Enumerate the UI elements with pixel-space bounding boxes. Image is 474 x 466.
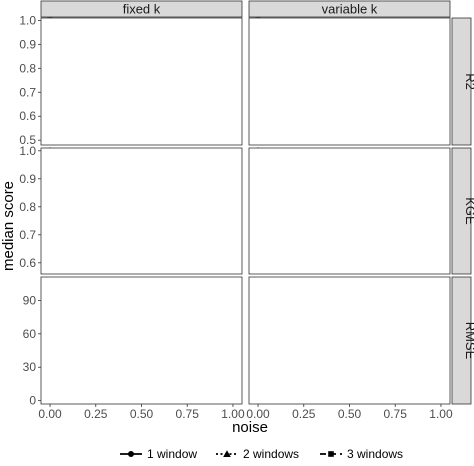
x-tick-label: 0.50 <box>338 407 362 421</box>
legend-label: 2 windows <box>243 447 299 461</box>
y-tick-label: 0.8 <box>19 61 36 75</box>
x-tick-label: 1.00 <box>221 407 245 421</box>
row-strip-rmse: RMSE <box>451 276 474 405</box>
panel-r2-1 <box>248 16 451 146</box>
legend-key-marker <box>328 451 334 457</box>
panel-border <box>248 276 451 405</box>
y-tick-label: 0.5 <box>19 133 36 147</box>
panel-kge-0 <box>40 147 243 275</box>
x-tick-label: 0.50 <box>130 407 154 421</box>
legend-item-1: 2 windows <box>216 447 299 461</box>
row-strip-label: KGE <box>463 197 474 225</box>
y-tick-label: 60 <box>23 327 37 341</box>
y-tick-label: 0.7 <box>19 85 36 99</box>
panel-border <box>248 17 451 146</box>
panel-rmse-1 <box>248 276 451 405</box>
y-tick-label: 0.8 <box>19 200 36 214</box>
y-tick-label: 0 <box>29 394 36 408</box>
row-strip-label: RMSE <box>463 322 474 360</box>
legend: 1 window 2 windows 3 windows <box>120 447 403 461</box>
y-tick-label: 0.9 <box>19 37 36 51</box>
y-tick-label: 0.6 <box>19 109 36 123</box>
x-tick-label: 0.25 <box>292 407 316 421</box>
column-strip-1: variable k <box>248 0 451 18</box>
column-strip-bg <box>248 0 451 18</box>
row-strip-label: R2 <box>463 73 474 90</box>
y-tick-label: 0.6 <box>19 256 36 270</box>
x-tick-label: 0.00 <box>246 407 270 421</box>
x-tick-label: 1.00 <box>429 407 453 421</box>
panel-kge-1 <box>248 147 451 275</box>
panel-border <box>40 17 243 146</box>
y-tick-label: 0.9 <box>19 172 36 186</box>
y-tick-label: 1.0 <box>19 13 36 27</box>
x-tick-label: 0.75 <box>176 407 200 421</box>
panel-rmse-0 <box>40 276 243 405</box>
legend-label: 1 window <box>147 447 197 461</box>
column-strip-label: variable k <box>322 2 378 17</box>
panel-border <box>248 147 451 275</box>
row-strip-bg <box>451 17 472 146</box>
legend-item-2: 3 windows <box>320 447 403 461</box>
y-tick-label: 30 <box>23 360 37 374</box>
legend-key-marker <box>128 451 134 457</box>
column-strip-bg <box>40 0 243 18</box>
x-axis-title: noise <box>232 419 268 436</box>
column-strip-0: fixed k <box>40 0 243 18</box>
facet-grid: fixed k variable k R2 0.5 0.6 0.7 0.8 0.9 1.0 KGE… <box>19 0 474 421</box>
y-tick-label: 90 <box>23 293 37 307</box>
row-strip-bg <box>451 276 472 405</box>
panel-border <box>40 147 243 275</box>
row-strip-bg <box>451 147 472 275</box>
legend-item-0: 1 window <box>120 447 197 461</box>
legend-label: 3 windows <box>347 447 403 461</box>
y-axis-title: median score <box>0 181 17 271</box>
x-tick-label: 0.25 <box>84 407 108 421</box>
row-strip-kge: KGE <box>451 147 474 275</box>
panel-border <box>40 276 243 405</box>
column-strip-label: fixed k <box>123 2 161 17</box>
legend-key-marker <box>223 450 231 458</box>
x-tick-label: 0.75 <box>384 407 408 421</box>
panel-r2-0 <box>40 16 243 146</box>
y-tick-label: 0.7 <box>19 228 36 242</box>
row-strip-r2: R2 <box>451 17 474 146</box>
x-tick-label: 0.00 <box>38 407 62 421</box>
y-tick-label: 1.0 <box>19 144 36 158</box>
